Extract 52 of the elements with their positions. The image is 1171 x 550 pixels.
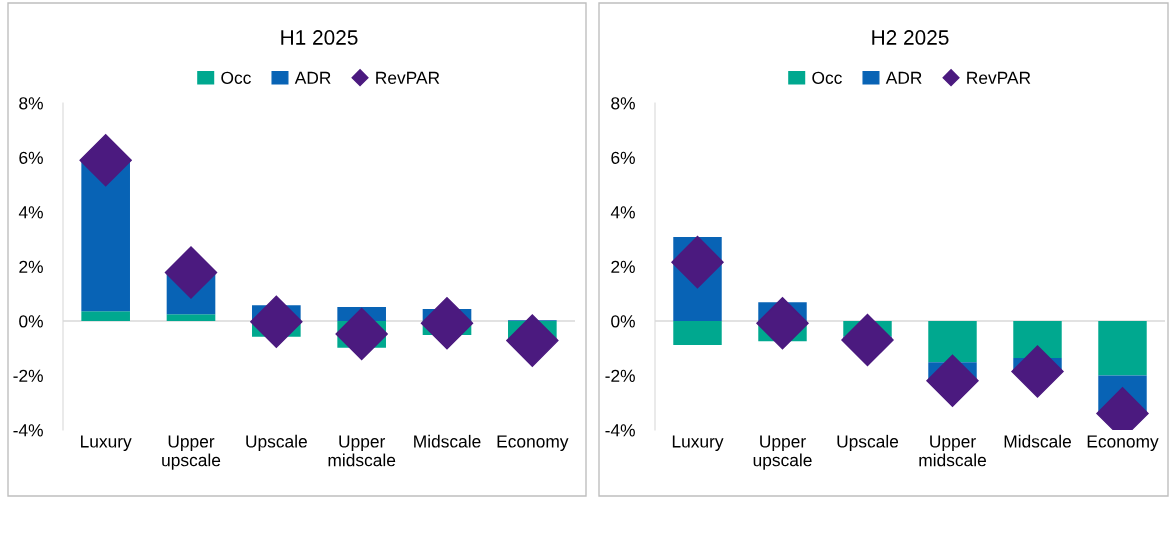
x-tick-label: Upper midscale (328, 435, 396, 467)
y-tick-label: 8% (611, 97, 635, 110)
point (1011, 345, 1064, 398)
y-tick-label: -4% (13, 424, 43, 437)
x-tick-label: Economy (497, 435, 569, 452)
point (164, 246, 218, 299)
chart-title: H2 2025 (872, 30, 949, 45)
x-tick-label: Upscale (837, 434, 899, 452)
x-tick-label: Economy (1087, 435, 1159, 452)
point (671, 235, 724, 289)
legend-label: RevPAR (376, 71, 440, 84)
x-tick-label: Upper upscale (162, 435, 221, 470)
bar (81, 311, 130, 321)
bar (928, 321, 977, 363)
y-tick-label: 6% (19, 151, 43, 164)
point (756, 296, 809, 350)
x-tick-label: Midscale (1004, 434, 1071, 448)
y-tick-label: 4% (18, 206, 43, 219)
y-tick-label: 0% (19, 315, 43, 328)
point (506, 314, 559, 367)
point (926, 354, 979, 407)
legend-label: ADR (885, 71, 922, 84)
legend-label: Occ (812, 71, 842, 84)
x-tick-label: Upper upscale (753, 435, 812, 470)
y-tick-label: 2% (19, 260, 43, 273)
y-tick-label: 6% (611, 151, 635, 164)
x-tick-label: Midscale (414, 434, 481, 448)
bar (673, 321, 722, 345)
x-tick-label: Luxury (672, 435, 724, 452)
chart-title: H1 2025 (281, 30, 358, 45)
x-tick-label: Luxury (81, 435, 132, 452)
y-tick-label: -4% (605, 424, 635, 437)
y-tick-label: 2% (611, 260, 635, 273)
legend-label: Occ (221, 71, 251, 84)
legend-label: RevPAR (967, 71, 1031, 84)
point (335, 307, 388, 361)
y-tick-label: 0% (611, 315, 635, 328)
x-tick-label: Upper midscale (919, 435, 986, 467)
bar (81, 160, 130, 312)
y-tick-label: -2% (605, 369, 635, 382)
y-tick-label: 4% (610, 206, 635, 219)
bar (166, 314, 216, 321)
point (250, 295, 303, 349)
bar (1013, 321, 1062, 359)
y-tick-label: 8% (19, 97, 43, 110)
legend-label: ADR (294, 71, 331, 84)
x-tick-label: Upscale (246, 434, 307, 452)
point (841, 313, 894, 367)
point (420, 296, 474, 350)
y-tick-label: -2% (13, 369, 43, 382)
point (79, 133, 132, 187)
bar (1098, 321, 1147, 376)
